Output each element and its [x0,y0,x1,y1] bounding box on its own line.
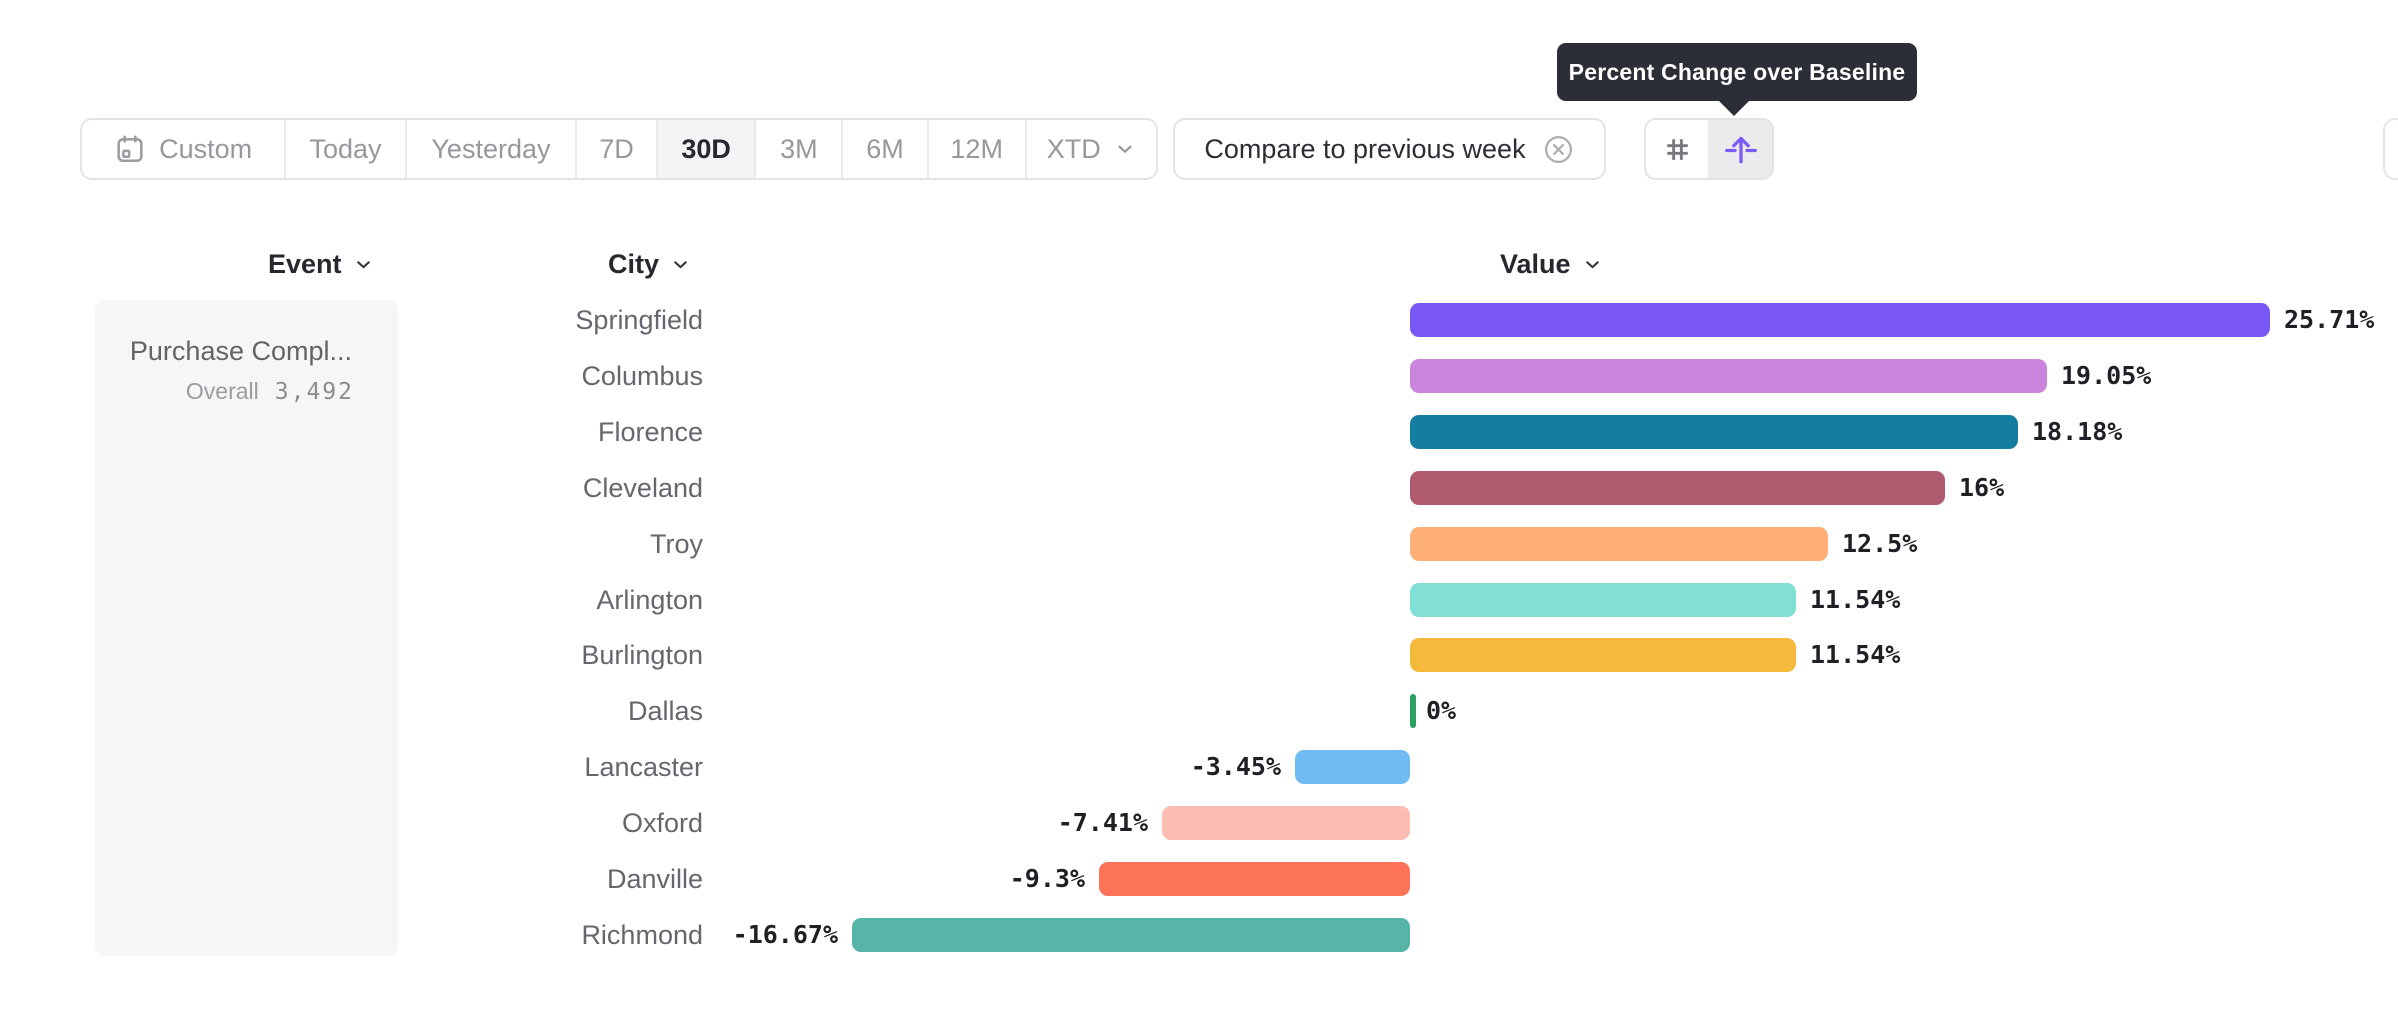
date-range-custom[interactable]: Custom [82,120,287,178]
column-header-label: Value [1500,248,1571,279]
city-label: Dallas [627,696,703,726]
compare-label: Compare to previous week [1204,133,1526,164]
event-name: Purchase Compl... [129,336,352,366]
tooltip-arrow-icon [1719,101,1749,116]
event-overall-row: Overall 3,492 [186,378,354,405]
bar-value-label: 16% [1959,473,2005,502]
grid-hash-icon [1666,138,1688,160]
chevron-down-icon [1585,260,1599,268]
city-label: Florence [597,417,703,447]
date-range-label: XTD [1046,133,1101,164]
chevron-down-icon [356,260,370,268]
x-circle-icon[interactable] [1542,133,1575,166]
bar-value-label: 25.71% [2284,305,2375,334]
date-range-label: 12M [950,133,1003,164]
column-header-label: City [608,248,660,279]
bar-arlington[interactable] [1410,583,1796,617]
event-card[interactable]: Purchase Compl... Overall 3,492 [95,300,398,956]
date-range-label: 7D [599,133,634,164]
bar-springfield[interactable] [1410,303,2270,337]
city-label: Richmond [581,920,703,950]
column-header-event[interactable]: Event [268,246,374,282]
city-label: Troy [650,529,703,559]
overall-label: Overall [185,378,259,404]
date-range-label: Custom [159,133,253,164]
calendar-icon [117,135,143,163]
tooltip-text: Percent Change over Baseline [1568,58,1906,85]
bar-value-label: 12.5% [1842,529,1918,558]
clipped-button-right-edge[interactable] [2383,118,2398,180]
date-range-control: Custom Today Yesterday 7D 30D 3M 6M 12M … [80,118,1158,180]
bar-value-label: 11.54% [1810,640,1901,669]
date-range-3m[interactable]: 3M [756,120,844,178]
bar-troy[interactable] [1410,527,1828,561]
date-range-today[interactable]: Today [286,120,407,178]
date-range-7d[interactable]: 7D [577,120,658,178]
city-label: Arlington [596,585,703,615]
city-label: Columbus [581,361,703,391]
bar-cleveland[interactable] [1410,471,1945,505]
city-label: Oxford [621,808,703,838]
date-range-label: 6M [866,133,904,164]
bar-value-label: 11.54% [1810,585,1901,614]
chevron-down-icon [674,260,687,268]
city-label: Springfield [575,305,703,335]
date-range-xtd[interactable]: XTD [1026,120,1156,178]
view-toggle-group [1644,118,1774,180]
bar-value-label: -7.41% [1057,808,1148,837]
bar-danville[interactable] [1099,862,1410,896]
bar-value-label: -3.45% [1190,752,1281,781]
column-header-value[interactable]: Value [1500,246,1603,282]
city-label: Danville [606,864,703,894]
city-label: Cleveland [582,473,703,503]
date-range-label: 3M [780,133,818,164]
bar-lancaster[interactable] [1295,750,1410,784]
date-range-30d[interactable]: 30D [657,120,757,178]
column-header-label: Event [268,248,342,279]
bar-burlington[interactable] [1410,638,1796,672]
date-range-label: 30D [681,133,731,164]
bar-value-label: 0% [1426,696,1457,725]
bar-value-label: -9.3% [1009,864,1085,893]
bar-oxford[interactable] [1162,806,1410,840]
grid-view-button[interactable] [1646,120,1710,178]
baseline-arrow-icon [1725,136,1757,164]
tooltip: Percent Change over Baseline [1557,43,1917,116]
bar-value-label: 18.18% [2032,417,2123,446]
city-label: Lancaster [584,752,703,782]
date-range-12m[interactable]: 12M [928,120,1027,178]
bar-value-label: -16.67% [732,920,838,949]
overall-value: 3,492 [274,379,354,405]
bar-richmond[interactable] [852,918,1410,952]
column-header-city[interactable]: City [608,246,691,282]
bar-value-label: 19.05% [2061,361,2152,390]
bar-florence[interactable] [1410,415,2018,449]
compare-button[interactable]: Compare to previous week [1173,118,1606,180]
date-range-label: Yesterday [431,133,551,164]
baseline-view-button[interactable] [1710,120,1772,178]
date-range-yesterday[interactable]: Yesterday [406,120,578,178]
bar-columbus[interactable] [1410,359,2047,393]
date-range-label: Today [309,133,382,164]
date-range-6m[interactable]: 6M [843,120,929,178]
chevron-down-icon [1118,145,1132,153]
bar-dallas[interactable] [1410,694,1416,728]
city-label: Burlington [581,640,703,670]
